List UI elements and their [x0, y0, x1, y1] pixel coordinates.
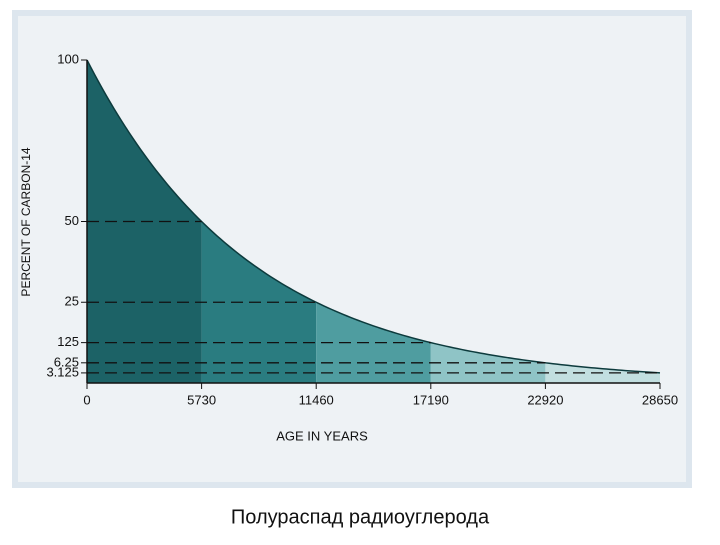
y-tick-label: 125	[57, 334, 79, 349]
x-tick-label: 22920	[527, 392, 563, 407]
y-tick-label: 6.25	[54, 354, 79, 369]
x-tick-label: 28650	[642, 392, 678, 407]
x-tick-label: 0	[83, 392, 90, 407]
caption: Полураспад радиоуглерода	[231, 506, 490, 528]
y-axis-label: PERCENT OF CARBON-14	[19, 147, 33, 296]
x-tick-label: 17190	[413, 392, 449, 407]
y-tick-label: 3.125	[46, 364, 79, 379]
x-tick-label: 5730	[187, 392, 216, 407]
y-tick-label: 50	[65, 213, 79, 228]
x-axis-label: AGE IN YEARS	[276, 428, 368, 443]
y-tick-label: 100	[57, 51, 79, 66]
y-tick-label: 25	[65, 294, 79, 309]
x-tick-label: 11460	[299, 392, 334, 407]
plot: 100 50 25 125 6.253.125 0 5730 11460 17190 22920 2…	[46, 51, 678, 407]
decay-curve	[86, 59, 661, 374]
